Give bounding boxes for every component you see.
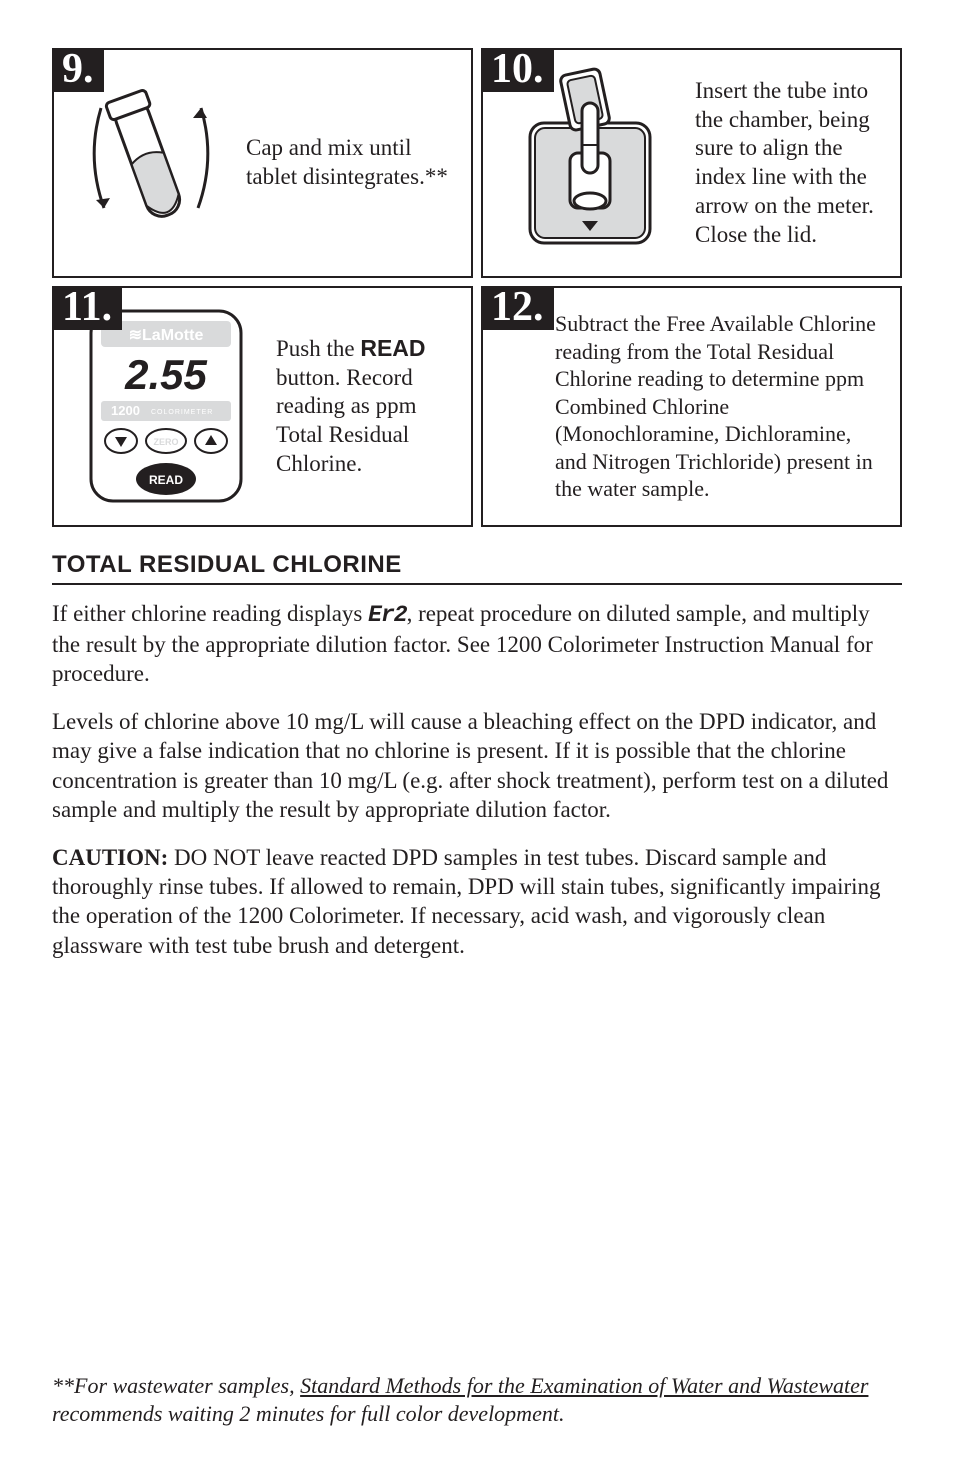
step-11-pre: Push the (276, 336, 360, 361)
step-11-bold: READ (360, 335, 425, 361)
step-11-number: 11. (52, 286, 122, 330)
para1-pre: If either chlorine reading displays (52, 601, 368, 626)
step-9-illustration (66, 78, 236, 248)
step-10-number: 10. (481, 48, 554, 92)
section-title: TOTAL RESIDUAL CHLORINE (52, 551, 902, 579)
error-code: Er2 (368, 602, 406, 628)
step-10-panel: 10. Insert the tube into (481, 48, 902, 278)
step-10-illustration (495, 63, 685, 263)
step-9-text: Cap and mix until tablet disintegrates.*… (236, 134, 459, 192)
footnote-underline: Standard Methods for the Examination of … (300, 1373, 868, 1398)
steps-grid: 9. Cap and mix until tablet disintegrate… (52, 48, 902, 527)
step-10-text: Insert the tube into the chamber, being … (685, 77, 888, 250)
caution-label: CAUTION: (52, 845, 168, 870)
step-12-panel: 12. Subtract the Free Available Chlorine… (481, 286, 902, 527)
zero-button-label: ZERO (153, 437, 178, 447)
step-12-text: Subtract the Free Available Chlorine rea… (495, 300, 888, 513)
meter-reading-text: 2.55 (124, 351, 207, 398)
paragraph-3: CAUTION: DO NOT leave reacted DPD sample… (52, 843, 902, 961)
paragraph-1: If either chlorine reading displays Er2,… (52, 599, 902, 689)
para3-text: DO NOT leave reacted DPD samples in test… (52, 845, 881, 958)
footnote: **For wastewater samples, Standard Metho… (52, 1372, 902, 1427)
step-11-panel: 11. ≋LaMotte 2.55 1200 COLORIMETER ZERO (52, 286, 473, 527)
meter-model-text: 1200 (111, 403, 140, 418)
footnote-pre: **For wastewater samples, (52, 1373, 300, 1398)
paragraph-2: Levels of chlorine above 10 mg/L will ca… (52, 707, 902, 825)
step-12-number: 12. (481, 286, 554, 330)
meter-sub-text: COLORIMETER (151, 409, 213, 416)
section-rule (52, 583, 902, 585)
step-11-post: button. Record reading as ppm Total Resi… (276, 365, 417, 476)
meter-brand-text: ≋LaMotte (129, 327, 204, 344)
step-11-text: Push the READ button. Record reading as … (266, 334, 459, 479)
step-9-number: 9. (52, 48, 104, 92)
step-9-panel: 9. Cap and mix until tablet disintegrate… (52, 48, 473, 278)
step-11-illustration: ≋LaMotte 2.55 1200 COLORIMETER ZERO READ (66, 301, 266, 511)
footnote-post: recommends waiting 2 minutes for full co… (52, 1401, 564, 1426)
read-button-label: READ (149, 473, 183, 487)
